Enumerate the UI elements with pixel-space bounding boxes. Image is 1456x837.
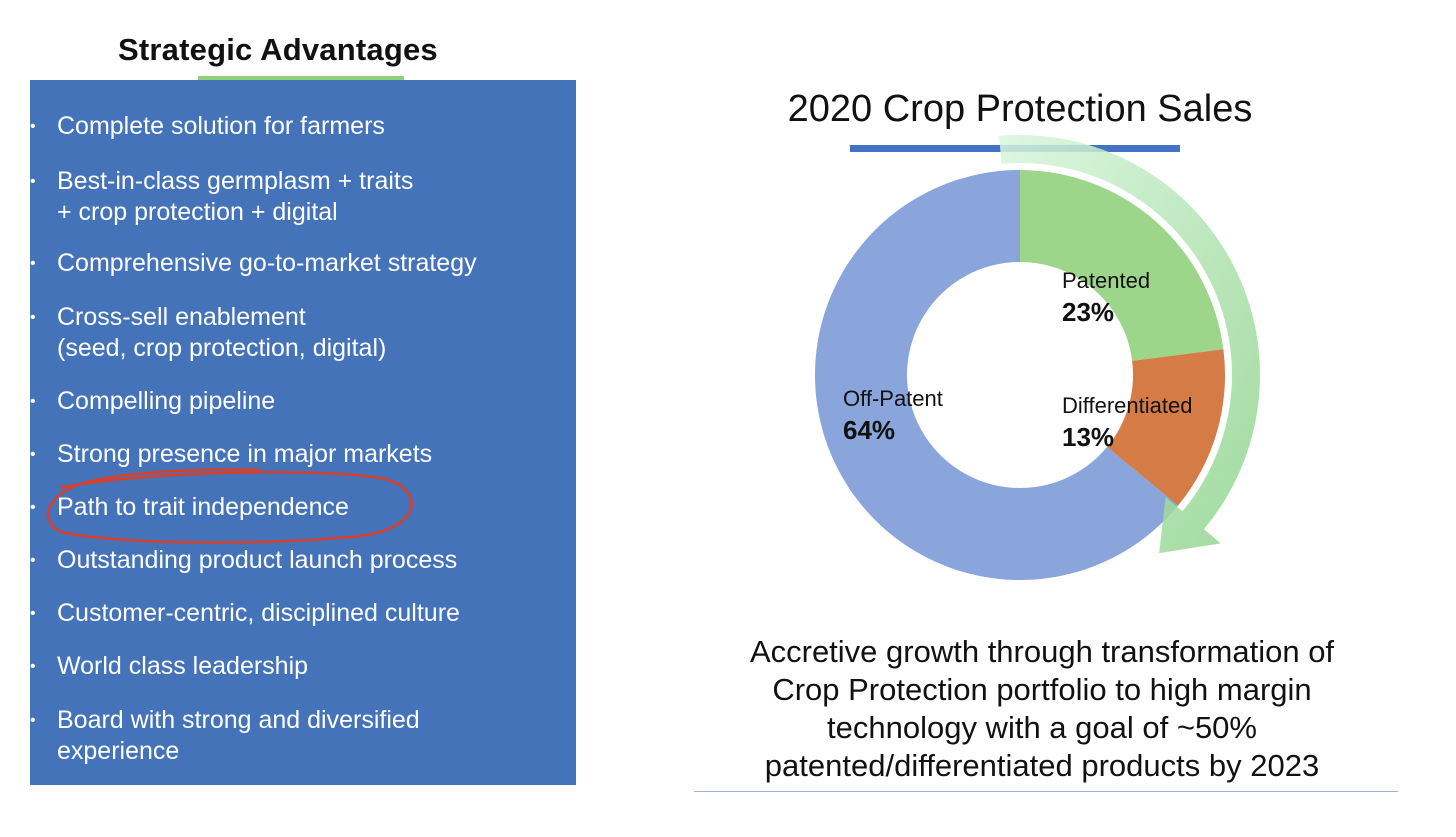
bullet-icon: •: [30, 309, 36, 326]
slice-patented: [1020, 170, 1224, 361]
bullet-icon: •: [30, 658, 36, 675]
bullet-icon: •: [30, 605, 36, 622]
bullet-icon: •: [30, 255, 36, 272]
advantage-item-text: World class leadership: [57, 652, 309, 680]
chart-title: 2020 Crop Protection Sales: [787, 88, 1253, 130]
slice-label-off-patent: Off-Patent: [843, 386, 943, 411]
caption-line: technology with a goal of ~50%: [827, 710, 1257, 745]
growth-arrow-icon: [999, 134, 1261, 554]
chart-caption: Accretive growth through transformation …: [672, 633, 1412, 785]
slice-value-differentiated: 13%: [1062, 422, 1114, 452]
bullet-icon: •: [30, 173, 36, 190]
advantage-item-text: Board with strong and diversified experi…: [57, 706, 420, 765]
bullet-icon: •: [30, 446, 36, 463]
advantage-item-text: Cross-sell enablement (seed, crop protec…: [57, 303, 387, 362]
slice-value-off-patent: 64%: [843, 415, 895, 445]
donut-chart: Patented 23% Differentiated 13% Off-Patent 64…: [815, 134, 1261, 580]
crop-protection-chart: 2020 Crop Protection Sales Patented 23% Di…: [700, 80, 1400, 610]
slice-off-patent: [815, 170, 1178, 580]
bullet-icon: •: [30, 712, 36, 729]
bullet-icon: •: [30, 499, 36, 516]
caption-rule: [694, 791, 1398, 792]
slice-differentiated: [1107, 349, 1225, 506]
slice-value-patented: 23%: [1062, 297, 1114, 327]
bullet-icon: •: [30, 393, 36, 410]
advantage-item-text: Customer-centric, disciplined culture: [57, 599, 460, 627]
caption-line: patented/differentiated products by 2023: [764, 748, 1320, 783]
strategic-advantages-panel: • Complete solution for farmers • Best-in-c…: [30, 80, 576, 785]
title-underline: [198, 76, 404, 81]
caption-line: Accretive growth through transformation …: [749, 634, 1335, 669]
strategic-advantages-title: Strategic Advantages: [118, 32, 438, 67]
advantage-item-text: Complete solution for farmers: [57, 112, 385, 140]
advantage-item-text: Path to trait independence: [57, 493, 349, 521]
bullet-icon: •: [30, 118, 36, 135]
advantage-item-text: Best-in-class germplasm + traits + crop …: [57, 167, 414, 226]
caption-line: Crop Protection portfolio to high margin: [772, 672, 1312, 707]
advantage-item-text: Compelling pipeline: [57, 387, 276, 415]
advantage-item-text: Strong presence in major markets: [57, 440, 433, 468]
advantage-item-text: Comprehensive go-to-market strategy: [57, 249, 477, 277]
highlight-annotation-ellipse: [46, 468, 413, 544]
slice-label-patented: Patented: [1062, 268, 1150, 293]
bullet-icon: •: [30, 552, 36, 569]
slice-label-differentiated: Differentiated: [1062, 393, 1192, 418]
advantage-item-text: Outstanding product launch process: [57, 546, 458, 574]
